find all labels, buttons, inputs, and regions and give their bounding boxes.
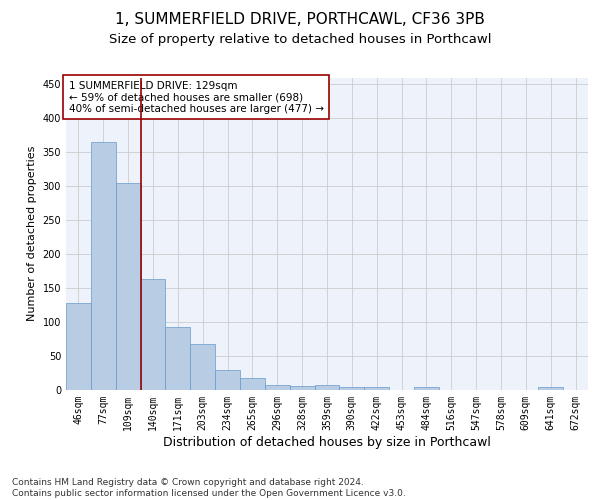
Bar <box>364 388 389 390</box>
Bar <box>66 303 91 390</box>
Bar <box>116 184 140 390</box>
Text: 1, SUMMERFIELD DRIVE, PORTHCAWL, CF36 3PB: 1, SUMMERFIELD DRIVE, PORTHCAWL, CF36 3P… <box>115 12 485 28</box>
Bar <box>314 384 340 390</box>
Text: 1 SUMMERFIELD DRIVE: 129sqm
← 59% of detached houses are smaller (698)
40% of se: 1 SUMMERFIELD DRIVE: 129sqm ← 59% of det… <box>68 80 323 114</box>
Bar <box>190 344 215 390</box>
Bar <box>140 280 166 390</box>
Bar <box>240 378 265 390</box>
X-axis label: Distribution of detached houses by size in Porthcawl: Distribution of detached houses by size … <box>163 436 491 448</box>
Bar <box>166 327 190 390</box>
Bar <box>215 370 240 390</box>
Bar <box>414 388 439 390</box>
Bar <box>340 388 364 390</box>
Text: Contains HM Land Registry data © Crown copyright and database right 2024.
Contai: Contains HM Land Registry data © Crown c… <box>12 478 406 498</box>
Bar <box>265 384 290 390</box>
Bar <box>91 142 116 390</box>
Y-axis label: Number of detached properties: Number of detached properties <box>27 146 37 322</box>
Text: Size of property relative to detached houses in Porthcawl: Size of property relative to detached ho… <box>109 32 491 46</box>
Bar <box>290 386 314 390</box>
Bar <box>538 388 563 390</box>
